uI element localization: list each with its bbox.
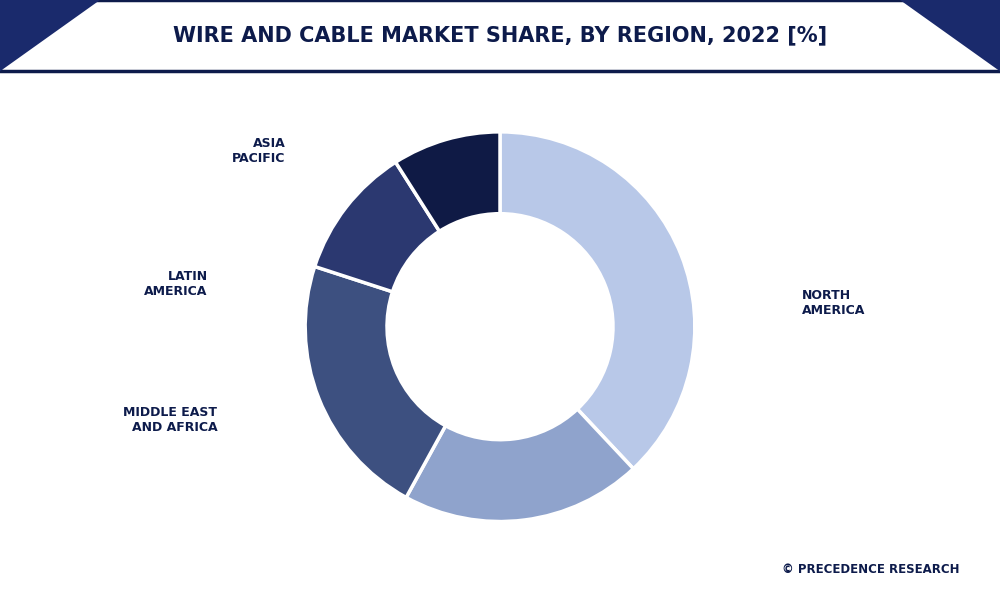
Wedge shape (396, 132, 500, 231)
Wedge shape (406, 409, 633, 522)
Text: NORTH
AMERICA: NORTH AMERICA (802, 289, 865, 317)
Wedge shape (315, 162, 439, 292)
Wedge shape (500, 132, 695, 469)
Text: LATIN
AMERICA: LATIN AMERICA (144, 270, 208, 298)
Text: MIDDLE EAST
AND AFRICA: MIDDLE EAST AND AFRICA (123, 406, 217, 434)
Text: © PRECEDENCE RESEARCH: © PRECEDENCE RESEARCH (782, 563, 960, 576)
Wedge shape (305, 267, 446, 497)
Text: WIRE AND CABLE MARKET SHARE, BY REGION, 2022 [%]: WIRE AND CABLE MARKET SHARE, BY REGION, … (173, 26, 827, 46)
Text: ASIA
PACIFIC: ASIA PACIFIC (232, 137, 286, 165)
